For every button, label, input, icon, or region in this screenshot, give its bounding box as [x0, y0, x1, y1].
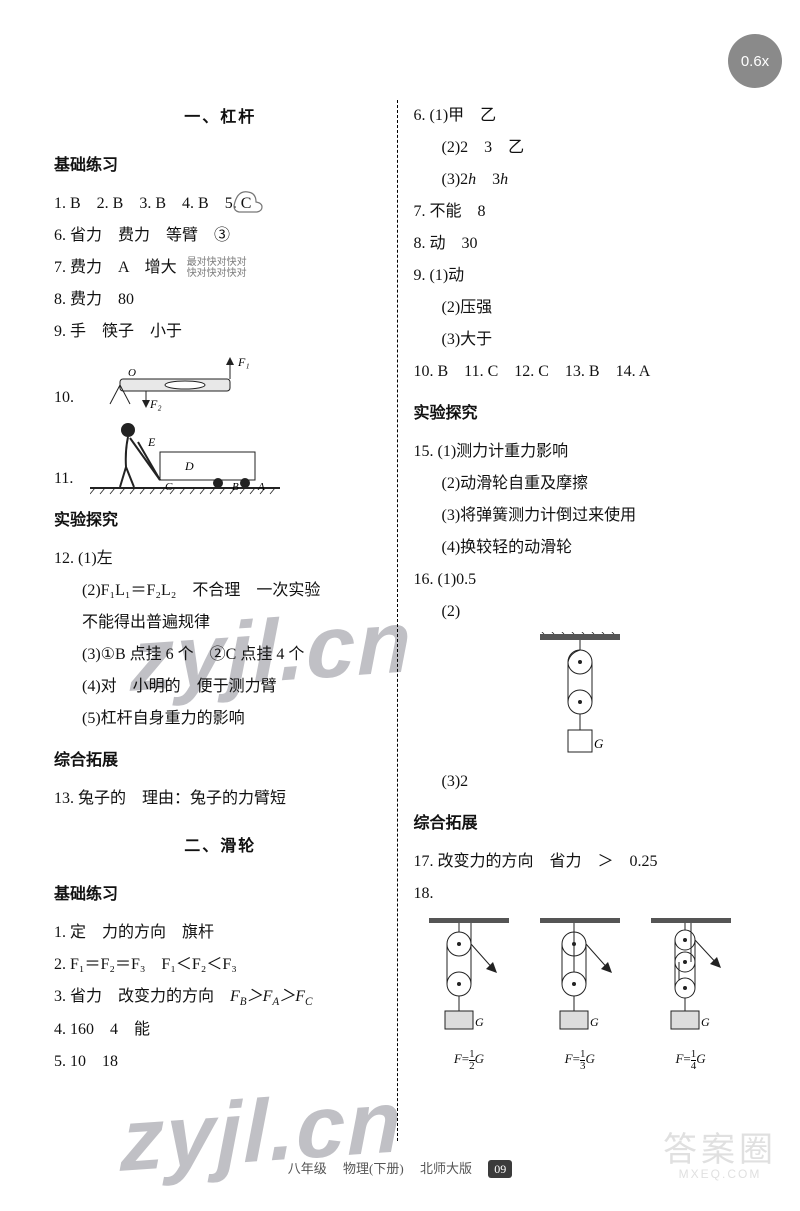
r2: 2. F₁＝F₂＝F₃ F₁＜F₂＜F₃ [54, 949, 387, 981]
rq16-1: 16. (1)0.5 [414, 564, 747, 596]
q12-4: (4)对 小明的 便于测力臂 [54, 671, 387, 703]
ext-title-1: 综合拓展 [54, 745, 387, 777]
q12-2a: (2)F₁L₁＝F₂L₂ 不合理 一次实验 [54, 575, 387, 607]
q8: 8. 费力 80 [54, 284, 387, 316]
svg-text:B: B [232, 481, 239, 493]
svg-text:C: C [165, 481, 173, 493]
rq17: 17. 改变力的方向 省力 ＞ 0.25 [414, 846, 747, 878]
rq15-2: (2)动滑轮自重及摩擦 [414, 468, 747, 500]
q12-5: (5)杠杆自身重力的影响 [54, 703, 387, 735]
rq6-2: (2)2 3 乙 [414, 132, 747, 164]
q9: 9. 手 筷子 小于 [54, 316, 387, 348]
q12-2b: 不能得出普遍规律 [54, 607, 387, 639]
q7-note-2: 快对快对快对 [187, 268, 247, 279]
svg-text:D: D [184, 459, 194, 473]
pulley-group-1: G F=12G [423, 916, 515, 1072]
q11-num: 11. [54, 463, 82, 495]
ext-title-2: 综合拓展 [414, 808, 747, 840]
svg-text:G: G [594, 736, 604, 751]
logo-title: 答案圈 [660, 1133, 780, 1167]
section-1-title: 一、杠杆 [54, 102, 387, 134]
q12-3: (3)①B 点挂 6 个 ②C 点挂 4 个 [54, 639, 387, 671]
rq8: 8. 动 30 [414, 228, 747, 260]
svg-text:G: G [475, 1015, 484, 1029]
q7-text: 7. 费力 A 增大 [54, 259, 177, 276]
left-column: 一、杠杆 基础练习 1. B 2. B 3. B 4. B 5. C 6. 省力… [54, 100, 397, 1141]
thumb-icon [229, 186, 269, 216]
rq15-3: (3)将弹簧测力计倒过来使用 [414, 500, 747, 532]
svg-text:O: O [128, 367, 136, 379]
content-columns: 一、杠杆 基础练习 1. B 2. B 3. B 4. B 5. C 6. 省力… [54, 100, 746, 1141]
q12-1: 12. (1)左 [54, 543, 387, 575]
caption-3: F=14G [645, 1046, 737, 1072]
svg-text:G: G [701, 1015, 710, 1029]
r3: 3. 省力 改变力的方向 FB＞FA＞FC [54, 981, 387, 1014]
zoom-badge[interactable]: 0.6x [728, 34, 782, 88]
footer-edition: 北师大版 [420, 1161, 472, 1176]
r4: 4. 160 4 能 [54, 1014, 387, 1046]
answer-logo: 答案圈 MXEQ.COM [660, 1133, 780, 1193]
footer-subject: 物理(下册) [343, 1161, 404, 1176]
q7-note: 最对快对快对 快对快对快对 [187, 257, 247, 279]
rq9-3: (3)大于 [414, 324, 747, 356]
q11-row: 11. C B A D E [54, 420, 387, 495]
rq6-3: (3)2h 3h [414, 164, 747, 196]
svg-text:F₂: F₂ [149, 397, 162, 411]
cart-figure: C B A D E [90, 420, 280, 495]
section-2-title: 二、滑轮 [54, 831, 387, 863]
svg-text:G: G [590, 1015, 599, 1029]
rq16-2: (2) [414, 596, 747, 628]
rq6-1: 6. (1)甲 乙 [414, 100, 747, 132]
rq18: 18. [414, 878, 747, 910]
basic-title-1: 基础练习 [54, 150, 387, 182]
pulley-figure-3: G [645, 916, 737, 1046]
pulley-figure-1: G [423, 916, 515, 1046]
caption-2: F=13G [534, 1046, 626, 1072]
pulley-triple-row: G F=12G [414, 916, 747, 1072]
q13: 13. 兔子的 理由：兔子的力臂短 [54, 783, 387, 815]
r1: 1. 定 力的方向 旗杆 [54, 917, 387, 949]
right-column: 6. (1)甲 乙 (2)2 3 乙 (3)2h 3h 7. 不能 8 8. 动… [397, 100, 747, 1141]
rq9-1: 9. (1)动 [414, 260, 747, 292]
r5: 5. 10 18 [54, 1046, 387, 1078]
pulley-group-3: G F=14G [645, 916, 737, 1072]
logo-url: MXEQ.COM [660, 1167, 780, 1181]
exp-title-2: 实验探究 [414, 398, 747, 430]
pulley-single-figure: G [530, 632, 630, 762]
r3b: FB＞FA＞FC [230, 988, 313, 1005]
rq9-2: (2)压强 [414, 292, 747, 324]
svg-text:A: A [257, 481, 265, 493]
page: { "zoom_label": "0.6x", "watermarks": { … [0, 0, 800, 1211]
rq15-4: (4)换较轻的动滑轮 [414, 532, 747, 564]
pulley-group-2: G F=13G [534, 916, 626, 1072]
q7: 7. 费力 A 增大 最对快对快对 快对快对快对 [54, 252, 387, 284]
lever-figure-1: F₁ F₂ O [90, 354, 260, 414]
footer-page: 09 [488, 1160, 512, 1178]
q7-note-1: 最对快对快对 [187, 257, 247, 268]
exp-title-1: 实验探究 [54, 505, 387, 537]
svg-text:F₁: F₁ [237, 355, 250, 369]
rq7: 7. 不能 8 [414, 196, 747, 228]
rq16-3: (3)2 [414, 766, 747, 798]
q1-5: 1. B 2. B 3. B 4. B 5. C [54, 188, 387, 220]
rq15-1: 15. (1)测力计重力影响 [414, 436, 747, 468]
caption-1: F=12G [423, 1046, 515, 1072]
rq16-figure-wrap: G [414, 632, 747, 762]
rq10-14: 10. B 11. C 12. C 13. B 14. A [414, 356, 747, 388]
footer-grade: 八年级 [288, 1161, 327, 1176]
r3a: 3. 省力 改变力的方向 [54, 988, 230, 1005]
svg-text:E: E [147, 435, 156, 449]
q1-5-text: 1. B 2. B 3. B 4. B 5. C [54, 195, 251, 212]
pulley-figure-2: G [534, 916, 626, 1046]
q10-row: 10. F₁ F₂ O [54, 354, 387, 414]
q6: 6. 省力 费力 等臂 ③ [54, 220, 387, 252]
basic-title-2: 基础练习 [54, 879, 387, 911]
q10-num: 10. [54, 382, 82, 414]
